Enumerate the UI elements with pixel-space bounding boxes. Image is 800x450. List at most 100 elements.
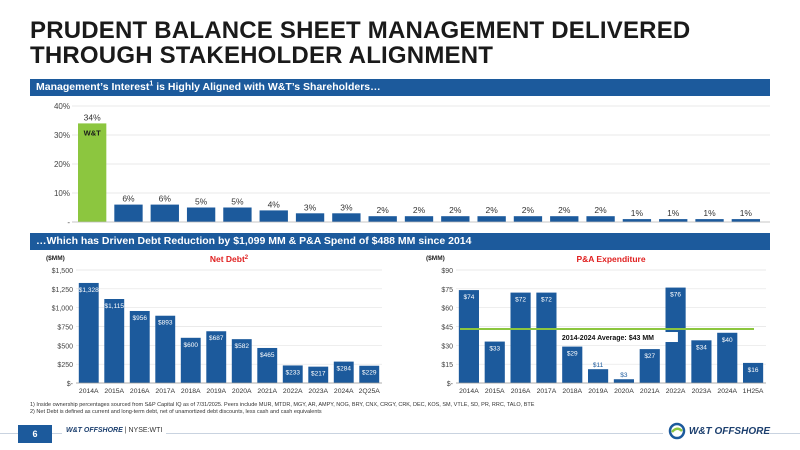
data-label: $72 xyxy=(515,297,526,304)
x-tick-label: 2024A xyxy=(334,388,354,395)
bar xyxy=(155,315,176,383)
x-tick-label: 2016A xyxy=(130,388,150,395)
data-label: $284 xyxy=(337,366,352,373)
data-label: 2% xyxy=(594,205,607,215)
bar xyxy=(510,292,531,383)
pa-expenditure-chart: ($MM) P&A Expenditure $90 $75 $60 $45 $30 $15 $-… xyxy=(426,254,766,395)
bar xyxy=(180,337,201,383)
y-tick-label: $1,250 xyxy=(52,287,74,294)
bar xyxy=(78,282,99,383)
chart-title: Net Debt2 xyxy=(210,254,249,264)
title-line-1: PRUDENT BALANCE SHEET MANAGEMENT DELIVER… xyxy=(30,17,691,44)
data-label: 2% xyxy=(485,205,498,215)
y-tick-label: $60 xyxy=(441,306,453,313)
bar xyxy=(613,379,634,383)
bar-peer xyxy=(223,207,252,222)
x-tick-label: 2Q25A xyxy=(359,388,381,395)
bar-peer xyxy=(513,216,543,222)
bar-peer xyxy=(550,216,579,222)
page-number: 6 xyxy=(18,425,52,443)
bar xyxy=(104,299,125,383)
bar-peer xyxy=(586,216,615,222)
bar xyxy=(282,365,303,383)
chart-title-footnote-ref: 2 xyxy=(245,255,249,261)
logo-swirl-icon xyxy=(668,422,686,440)
data-label: 1% xyxy=(631,208,644,218)
data-label: $893 xyxy=(158,320,173,327)
ownership-chart: 40% 30% 20% 10% - 34% W&T 6% 6% 5% 5% 4% 3% 3% 2% 2% 2% 2… xyxy=(54,102,770,227)
average-label: 2014-2024 Average: $43 MM xyxy=(562,335,654,342)
bar xyxy=(717,332,738,383)
data-label: $33 xyxy=(489,346,500,353)
bar-peer xyxy=(622,219,652,222)
bar-peer xyxy=(295,213,325,222)
footer-divider xyxy=(0,433,800,434)
data-label: $1,328 xyxy=(79,287,99,294)
band2-text: …Which has Driven Debt Reduction by $1,0… xyxy=(36,235,472,247)
x-tick-label: 2023A xyxy=(692,388,712,395)
data-label: $465 xyxy=(260,352,275,359)
company-logo: W&T OFFSHORE xyxy=(662,421,770,441)
x-tick-label: 2017A xyxy=(537,388,557,395)
band1-text-after: is Highly Aligned with W&T’s Shareholder… xyxy=(153,81,381,93)
bar-peer xyxy=(368,216,397,222)
data-label: 2% xyxy=(413,205,426,215)
title-line-2: THROUGH STAKEHOLDER ALIGNMENT xyxy=(30,42,494,69)
y-tick-label: 20% xyxy=(54,160,70,169)
x-tick-label: 2014A xyxy=(459,388,479,395)
data-label: $956 xyxy=(133,315,148,322)
data-label: $233 xyxy=(286,369,301,376)
bar xyxy=(743,362,764,383)
bar xyxy=(536,292,557,383)
y-tick-label: 30% xyxy=(54,131,70,140)
x-tick-label: 2021A xyxy=(257,388,277,395)
logo-text: W&T OFFSHORE xyxy=(688,425,770,437)
bar-wt xyxy=(78,123,107,222)
bar xyxy=(359,365,380,383)
bar-peer xyxy=(114,204,143,222)
x-tick-label: 2024A xyxy=(717,388,737,395)
bar-peer xyxy=(695,219,724,222)
data-label: $217 xyxy=(311,371,326,378)
section-band-ownership: Management’s Interest1 is Highly Aligned… xyxy=(30,79,770,96)
data-label: $600 xyxy=(184,342,199,349)
y-tick-label: 40% xyxy=(54,102,70,111)
x-tick-label: 2021A xyxy=(640,388,660,395)
data-label: 2% xyxy=(377,205,390,215)
bar-peer xyxy=(186,207,216,222)
bar-peer xyxy=(332,213,361,222)
bar xyxy=(333,361,354,383)
bar xyxy=(206,331,227,383)
bar-peer xyxy=(404,216,434,222)
footer-separator: | xyxy=(122,427,129,434)
data-label: 2% xyxy=(558,205,571,215)
y-unit-label: ($MM) xyxy=(46,255,65,262)
y-tick-label: $90 xyxy=(441,268,453,275)
y-tick-label: $30 xyxy=(441,343,453,350)
data-label: 1% xyxy=(703,208,716,218)
data-label: 1% xyxy=(740,208,753,218)
bar xyxy=(231,339,252,383)
x-tick-label: 2017A xyxy=(155,388,175,395)
y-tick-label: $75 xyxy=(441,287,453,294)
data-label: 6% xyxy=(159,194,172,204)
bar xyxy=(588,369,609,383)
band1-footnote-ref: 1 xyxy=(149,80,154,88)
data-label: $72 xyxy=(541,297,552,304)
y-tick-label: $500 xyxy=(57,343,73,350)
bar-peer xyxy=(259,210,288,222)
footer: 6 W&T OFFSHORE | NYSE:WTI W&T OFFSHORE xyxy=(0,421,800,450)
footnotes: 1) Inside ownership percentages sourced … xyxy=(30,402,770,416)
y-tick-label: $15 xyxy=(441,362,453,369)
x-tick-label: 2023A xyxy=(308,388,328,395)
x-tick-label: 2016A xyxy=(511,388,531,395)
x-tick-label: 2015A xyxy=(104,388,124,395)
bar xyxy=(129,310,150,383)
footnote-1: 1) Inside ownership percentages sourced … xyxy=(30,402,535,408)
data-label: $27 xyxy=(644,353,655,360)
data-label: $582 xyxy=(235,343,250,350)
x-tick-label: 2019A xyxy=(588,388,608,395)
data-label: 5% xyxy=(231,197,244,207)
bar xyxy=(257,347,278,383)
y-unit-label: ($MM) xyxy=(426,255,445,262)
